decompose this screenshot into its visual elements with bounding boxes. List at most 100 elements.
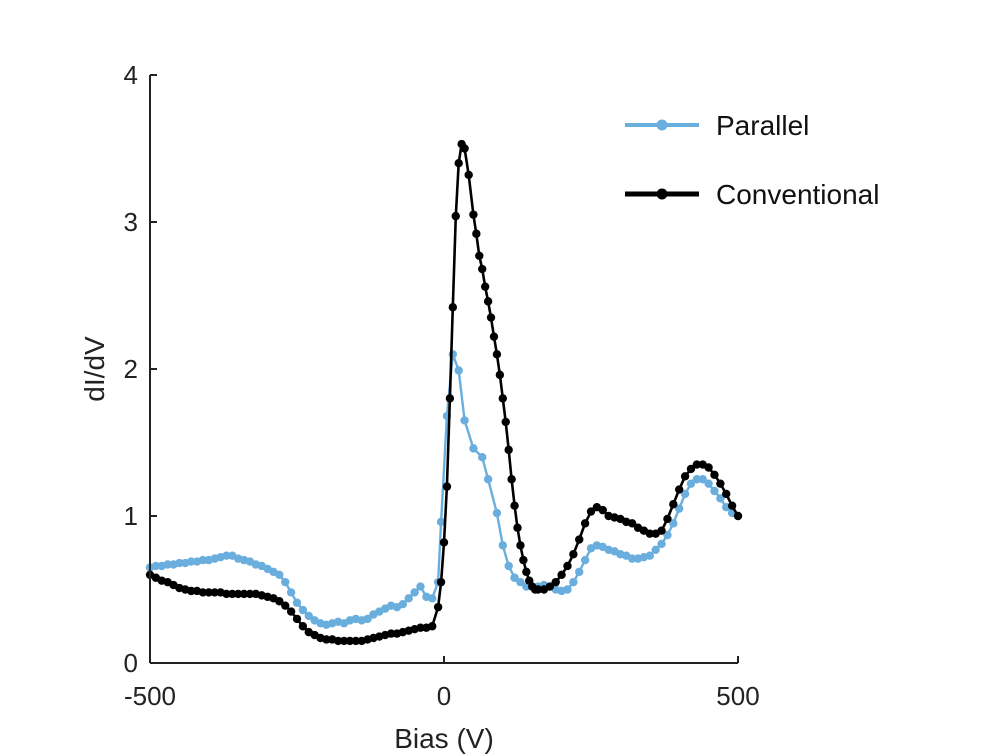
data-point (657, 526, 666, 535)
data-point (210, 588, 219, 597)
data-point (504, 561, 513, 571)
data-point (445, 394, 455, 403)
x-tick-label: -500 (124, 681, 176, 711)
data-point (580, 519, 590, 528)
x-axis-label: Bias (V) (394, 723, 494, 754)
data-point (234, 589, 243, 599)
legend-item-conventional: Conventional (625, 179, 879, 210)
data-point (286, 607, 296, 616)
data-point (386, 629, 396, 638)
x-tick-label: 500 (716, 681, 759, 711)
y-tick-label: 1 (124, 501, 138, 531)
data-point (239, 589, 249, 599)
data-point (198, 588, 208, 597)
data-point (304, 611, 313, 621)
data-point (448, 350, 458, 359)
data-point (569, 577, 578, 587)
data-point (439, 538, 449, 547)
data-point (151, 561, 161, 571)
data-point (486, 313, 496, 322)
data-point (460, 144, 469, 153)
data-point (586, 507, 596, 516)
data-point (516, 541, 525, 550)
data-point (398, 600, 408, 609)
data-point (472, 229, 481, 238)
data-point (222, 551, 231, 560)
data-point (698, 475, 707, 484)
data-point (222, 589, 231, 599)
data-point (333, 636, 343, 646)
data-point (598, 505, 607, 515)
data-point (436, 577, 446, 587)
legend-label: Parallel (716, 110, 809, 141)
data-point (669, 519, 678, 528)
data-point (722, 489, 731, 499)
data-point (557, 570, 566, 579)
data-point (410, 588, 419, 597)
data-point (345, 636, 355, 646)
legend-label: Conventional (716, 179, 879, 210)
data-point (322, 635, 331, 644)
y-axis-label: dI/dV (79, 336, 110, 402)
data-point (575, 535, 584, 544)
legend: Parallel Conventional (625, 110, 879, 210)
data-point (436, 517, 446, 527)
data-point (716, 494, 725, 503)
data-point (645, 529, 654, 538)
data-point (363, 614, 372, 624)
data-point (522, 567, 531, 577)
data-point (281, 601, 290, 610)
data-point (669, 500, 678, 509)
series-line (149, 142, 740, 643)
data-point (351, 636, 360, 646)
data-point (545, 582, 555, 591)
data-point (483, 475, 493, 484)
y-tick-label: 3 (124, 207, 138, 237)
data-point (507, 475, 516, 484)
data-point (228, 589, 237, 599)
data-point (704, 463, 713, 472)
plot-area (145, 139, 743, 646)
data-point (245, 589, 255, 599)
data-point (286, 588, 296, 597)
data-point (475, 251, 484, 261)
legend-item-parallel: Parallel (625, 110, 809, 141)
series-conventional (145, 139, 743, 646)
data-point (492, 350, 502, 359)
data-point (498, 394, 507, 403)
data-point (680, 472, 690, 481)
data-point (519, 555, 528, 565)
data-point (710, 486, 719, 496)
data-point (680, 489, 690, 499)
data-point (433, 602, 443, 612)
data-point (727, 501, 737, 510)
data-point (478, 264, 487, 274)
data-point (657, 539, 666, 549)
data-point (198, 555, 208, 565)
data-point (281, 577, 290, 587)
data-point (428, 622, 437, 631)
data-point (186, 586, 196, 596)
data-point (469, 444, 478, 453)
data-point (575, 567, 584, 577)
data-point (716, 479, 725, 488)
data-point (175, 558, 184, 568)
data-point (498, 541, 507, 550)
data-point (627, 519, 637, 528)
data-point (663, 530, 672, 540)
data-point (442, 482, 452, 491)
data-point (733, 511, 743, 521)
data-point (416, 582, 425, 591)
data-point (186, 557, 196, 566)
data-point (675, 504, 684, 513)
data-point (292, 598, 302, 607)
data-point (692, 475, 702, 484)
y-tick-label: 4 (124, 60, 138, 90)
data-point (710, 470, 719, 480)
data-point (480, 282, 490, 291)
data-point (495, 370, 505, 380)
data-point (478, 453, 487, 462)
data-point (501, 417, 510, 427)
data-point (275, 570, 284, 579)
